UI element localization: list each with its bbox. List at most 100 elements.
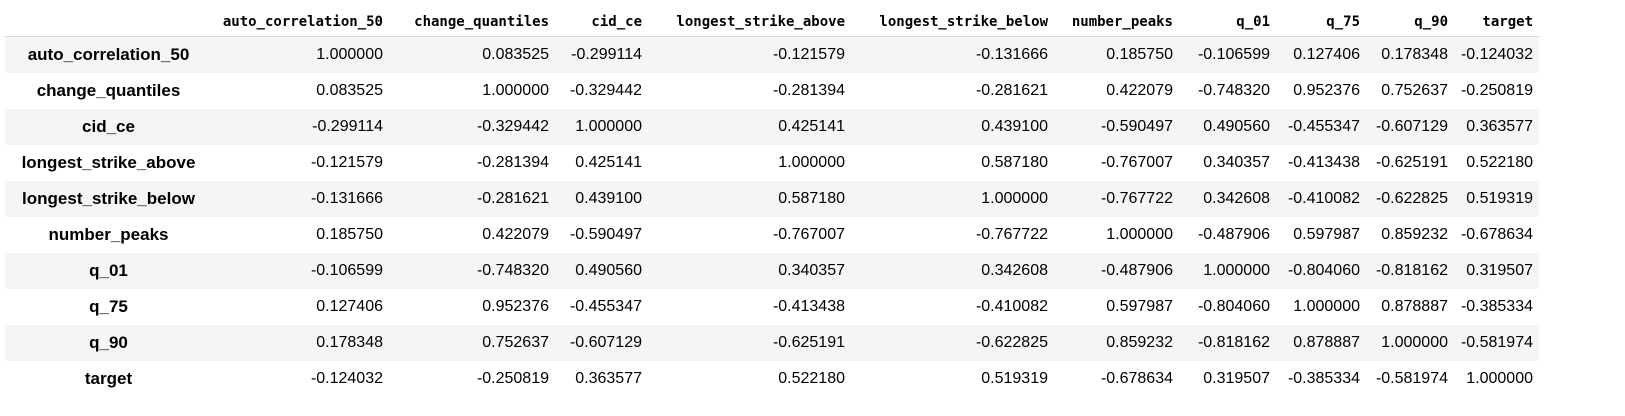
table-cell: -0.804060: [1197, 298, 1270, 315]
table-row: target -0.124032 -0.250819 0.363577 0.522180…: [5, 361, 1539, 397]
column-header: longest_strike_below: [851, 8, 1054, 37]
row-header: q_90: [89, 333, 128, 352]
table-cell: -0.622825: [975, 334, 1048, 351]
table-body: auto_correlation_50 1.000000 0.083525 -0.29…: [5, 36, 1539, 397]
table-cell: -0.455347: [569, 298, 642, 315]
table-cell: 0.319507: [1203, 370, 1270, 387]
table-cell: 0.752637: [482, 334, 549, 351]
row-header: longest_strike_above: [21, 153, 196, 172]
table-cell: -0.767722: [1100, 190, 1173, 207]
table-cell: 0.185750: [316, 226, 383, 243]
table-cell: 0.319507: [1466, 262, 1533, 279]
column-header: cid_ce: [555, 8, 648, 37]
table-cell: 1.000000: [1381, 334, 1448, 351]
table-cell: 1.000000: [316, 46, 383, 63]
table-row: auto_correlation_50 1.000000 0.083525 -0.29…: [5, 36, 1539, 73]
table-cell: 0.342608: [981, 262, 1048, 279]
table-row: number_peaks 0.185750 0.422079 -0.590497 -0.…: [5, 217, 1539, 253]
table-cell: -0.250819: [1460, 82, 1533, 99]
table-cell: 0.490560: [1203, 118, 1270, 135]
table-cell: -0.625191: [772, 334, 845, 351]
table-cell: -0.121579: [310, 154, 383, 171]
table-row: longest_strike_below -0.131666 -0.281621 0.…: [5, 181, 1539, 217]
table-cell: 1.000000: [1203, 262, 1270, 279]
table-row: q_75 0.127406 0.952376 -0.455347 -0.413438 -0…: [5, 289, 1539, 325]
table-cell: -0.329442: [569, 82, 642, 99]
table-cell: -0.804060: [1287, 262, 1360, 279]
table-cell: 0.522180: [1466, 154, 1533, 171]
table-cell: -0.131666: [975, 46, 1048, 63]
table-cell: 0.597987: [1293, 226, 1360, 243]
row-header: auto_correlation_50: [27, 45, 190, 64]
table-row: cid_ce -0.299114 -0.329442 1.000000 0.425141…: [5, 109, 1539, 145]
table-cell: 0.952376: [1293, 82, 1360, 99]
table-cell: -0.678634: [1460, 226, 1533, 243]
table-cell: 1.000000: [778, 154, 845, 171]
column-header: q_75: [1276, 8, 1366, 37]
table-cell: 0.439100: [981, 118, 1048, 135]
table-cell: 0.185750: [1106, 46, 1173, 63]
table-cell: 0.422079: [482, 226, 549, 243]
table-cell: -0.455347: [1287, 118, 1360, 135]
table-cell: -0.767007: [772, 226, 845, 243]
table-cell: -0.607129: [569, 334, 642, 351]
column-header: longest_strike_above: [648, 8, 851, 37]
table-cell: 0.363577: [575, 370, 642, 387]
table-row: q_01 -0.106599 -0.748320 0.490560 0.340357 0.…: [5, 253, 1539, 289]
table-cell: -0.413438: [1287, 154, 1360, 171]
table-cell: -0.748320: [476, 262, 549, 279]
table-cell: -0.281621: [476, 190, 549, 207]
table-cell: 0.519319: [1466, 190, 1533, 207]
table-cell: -0.385334: [1460, 298, 1533, 315]
table-cell: 1.000000: [1106, 226, 1173, 243]
table-cell: 0.752637: [1381, 82, 1448, 99]
table-row: longest_strike_above -0.121579 -0.281394 0.…: [5, 145, 1539, 181]
table-cell: 0.083525: [482, 46, 549, 63]
table-cell: -0.622825: [1375, 190, 1448, 207]
table-cell: -0.281394: [772, 82, 845, 99]
table-cell: 0.878887: [1293, 334, 1360, 351]
table-cell: 0.178348: [1381, 46, 1448, 63]
table-cell: -0.250819: [476, 370, 549, 387]
table-cell: -0.106599: [1197, 46, 1270, 63]
table-cell: -0.410082: [1287, 190, 1360, 207]
table-cell: 0.340357: [1203, 154, 1270, 171]
row-header: longest_strike_below: [22, 189, 195, 208]
table-cell: -0.299114: [571, 46, 642, 63]
column-header: target: [1454, 8, 1539, 37]
table-cell: 0.522180: [778, 370, 845, 387]
table-cell: -0.590497: [1100, 118, 1173, 135]
table-header: auto_correlation_50 change_quantiles cid…: [5, 8, 1539, 37]
column-header: change_quantiles: [389, 8, 555, 37]
correlation-table-container: auto_correlation_50 change_quantiles cid…: [5, 8, 1539, 397]
table-cell: 0.342608: [1203, 190, 1270, 207]
table-cell: -0.131666: [310, 190, 383, 207]
row-header: q_75: [89, 297, 128, 316]
table-cell: -0.581974: [1375, 370, 1448, 387]
table-cell: -0.487906: [1197, 226, 1270, 243]
table-cell: 0.952376: [482, 298, 549, 315]
row-header: q_01: [89, 261, 128, 280]
column-header: auto_correlation_50: [212, 8, 389, 37]
table-cell: -0.124032: [310, 370, 383, 387]
table-cell: -0.281394: [476, 154, 549, 171]
table-cell: 0.340357: [778, 262, 845, 279]
table-row: q_90 0.178348 0.752637 -0.607129 -0.625191 -0…: [5, 325, 1539, 361]
table-cell: -0.767722: [975, 226, 1048, 243]
table-cell: 0.519319: [981, 370, 1048, 387]
table-cell: -0.748320: [1197, 82, 1270, 99]
table-cell: 1.000000: [1293, 298, 1360, 315]
table-cell: -0.607129: [1375, 118, 1448, 135]
table-cell: -0.487906: [1100, 262, 1173, 279]
table-cell: -0.581974: [1460, 334, 1533, 351]
table-cell: 0.597987: [1106, 298, 1173, 315]
table-cell: 0.178348: [316, 334, 383, 351]
table-cell: -0.625191: [1375, 154, 1448, 171]
column-header: q_01: [1179, 8, 1276, 37]
table-cell: -0.410082: [975, 298, 1048, 315]
table-cell: 1.000000: [482, 82, 549, 99]
table-cell: 0.127406: [316, 298, 383, 315]
table-cell: 0.363577: [1466, 118, 1533, 135]
table-cell: -0.281621: [975, 82, 1048, 99]
table-cell: 0.859232: [1106, 334, 1173, 351]
